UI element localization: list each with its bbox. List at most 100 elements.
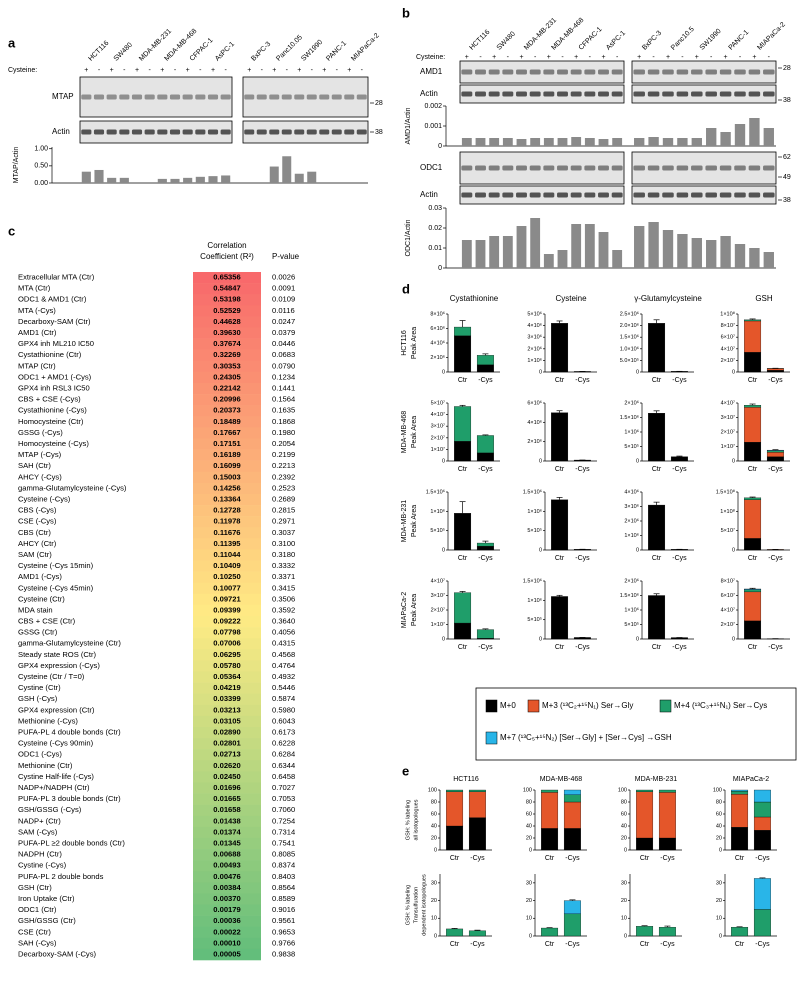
heat-cell <box>193 516 261 528</box>
y-tick-label: 1.5×10⁶ <box>620 334 639 341</box>
y-tick-label: 100 <box>523 787 532 793</box>
y-tick-label: 5×10⁵ <box>527 616 542 623</box>
y-tick-label: 3×10⁷ <box>721 414 735 421</box>
y-tick-label: 2×10⁶ <box>527 345 542 352</box>
bar <box>119 177 129 183</box>
heat-cell <box>193 593 261 606</box>
r2-value: 0.09222 <box>213 617 240 626</box>
p-value: 0.7053 <box>272 794 295 803</box>
p-value: 0.9766 <box>272 938 295 947</box>
y-axis-label: all isotopologues <box>413 799 419 840</box>
band <box>598 165 609 171</box>
blot-label: MTAP <box>52 92 74 101</box>
x-tick-label: -Cys <box>478 644 493 651</box>
cysteine-sign: + <box>322 67 326 74</box>
band <box>331 129 342 135</box>
heat-cell <box>193 704 261 717</box>
band <box>488 165 500 171</box>
row-name: Methionine (Ctr) <box>18 761 73 770</box>
cysteine-sign: - <box>98 67 101 74</box>
cell-line-label: MIAPaCa-2 <box>756 21 787 52</box>
cysteine-sign: - <box>479 54 482 61</box>
cysteine-sign: + <box>574 54 578 61</box>
r2-value: 0.02620 <box>213 761 240 770</box>
bar-segment <box>476 629 494 639</box>
cell-line-label: CFPAC-1 <box>189 37 215 63</box>
row-name: Cysteine (Ctr / T=0) <box>18 672 85 681</box>
cysteine-sign: + <box>297 67 301 74</box>
bar-segment <box>476 355 494 365</box>
r2-value: 0.32269 <box>213 350 240 359</box>
x-tick-label: Ctr <box>545 855 555 862</box>
bar-segment <box>753 909 771 937</box>
column-title: MDA-MB-468 <box>540 776 583 783</box>
y-tick-label: 2×10⁶ <box>624 577 639 584</box>
y-tick-label: 0.001 <box>424 123 442 130</box>
cysteine-label: Cysteine: <box>416 54 445 61</box>
band <box>529 91 541 97</box>
row-name: CBS (-Cys) <box>18 506 57 515</box>
cysteine-sign: + <box>347 67 351 74</box>
y-tick-label: 0 <box>529 847 532 853</box>
x-tick-label: Ctr <box>748 644 758 651</box>
bar-segment <box>563 789 581 795</box>
x-tick-label: -Cys <box>565 941 580 948</box>
y-tick-label: 0 <box>529 933 532 939</box>
bar-segment <box>766 450 784 453</box>
row-name: Cystathionine (-Cys) <box>18 406 87 415</box>
bar-segment <box>753 830 771 851</box>
band <box>676 165 689 171</box>
cell-line-label: HCT116 <box>468 29 491 52</box>
y-tick-label: 30 <box>621 880 627 886</box>
y-tick-label: 6×10⁷ <box>721 334 735 341</box>
p-value: 0.6284 <box>272 750 295 759</box>
band <box>516 192 527 198</box>
legend-label: M+0 <box>500 701 516 710</box>
band <box>529 192 541 198</box>
y-tick-label: 5×10⁵ <box>624 621 639 628</box>
y-tick-label: 1×10⁶ <box>527 357 542 364</box>
heat-cell <box>193 726 261 739</box>
row-name: GSSG (-Cys) <box>18 428 63 437</box>
row-name: GSH/GSSG (-Cys) <box>18 805 82 814</box>
heat-cell <box>193 283 261 295</box>
band <box>319 129 330 135</box>
row-name: Cysteine (-Cys 45min) <box>18 583 94 592</box>
column-title: Cystathionine <box>450 294 499 303</box>
row-name: Cysteine (Ctr) <box>18 594 65 603</box>
row-name: GPX4 expression (-Cys) <box>18 661 100 670</box>
y-tick-label: 2×10⁶ <box>430 354 445 361</box>
heat-cell <box>193 638 261 650</box>
cell-line-label: PANC-1 <box>728 29 751 52</box>
bar <box>557 250 568 268</box>
cell-line-label: SW1990 <box>300 39 324 63</box>
y-tick-label: 0 <box>636 547 639 553</box>
band <box>662 69 674 75</box>
row-name: PUFA-PL 3 double bonds (Ctr) <box>18 794 121 803</box>
r2-value: 0.07006 <box>213 639 240 648</box>
y-tick-label: 3×10⁷ <box>431 423 445 430</box>
band <box>331 94 342 100</box>
y-tick-label: 0 <box>434 847 437 853</box>
band <box>516 165 527 171</box>
cysteine-sign: - <box>224 67 227 74</box>
y-tick-label: 0 <box>442 458 445 464</box>
r2-value: 0.07798 <box>213 628 240 637</box>
heat-cell <box>193 793 261 805</box>
band <box>195 129 206 135</box>
y-tick-label: 2×10⁶ <box>527 438 542 445</box>
p-value: 0.0247 <box>272 317 295 326</box>
r2-value: 0.52529 <box>213 306 240 315</box>
heat-cell <box>193 405 261 417</box>
row-name: gamma-Glutamylcysteine (-Cys) <box>18 483 127 492</box>
r2-value: 0.02890 <box>213 728 240 737</box>
bar-segment <box>468 789 486 792</box>
x-tick-label: -Cys <box>768 466 783 473</box>
heat-cell <box>193 305 261 317</box>
bar-segment <box>744 591 762 622</box>
band <box>611 192 623 198</box>
cysteine-sign: - <box>286 67 289 74</box>
bar <box>571 224 582 268</box>
r2-value: 0.30353 <box>213 361 240 370</box>
row-name: MTAP (Ctr) <box>18 361 56 370</box>
